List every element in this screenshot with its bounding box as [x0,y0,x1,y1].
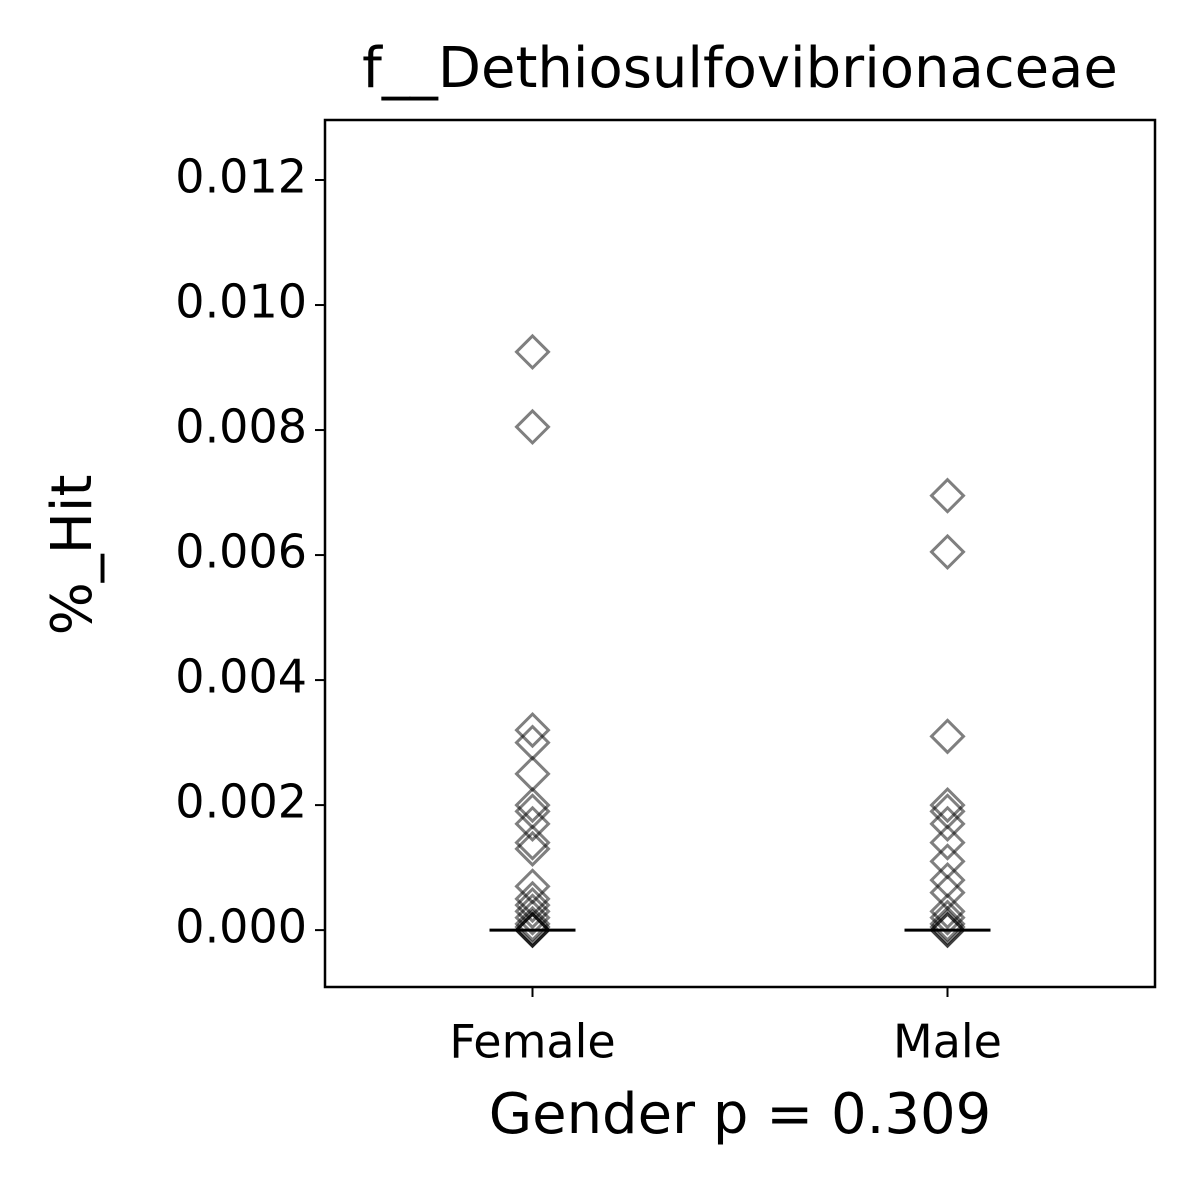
data-point [514,905,551,942]
x-axis-label: Gender p = 0.309 [489,1082,992,1147]
y-tick-label: 0.006 [175,525,307,579]
data-point [929,905,966,942]
data-point [929,911,966,949]
y-tick-label: 0.002 [175,775,307,829]
data-point [514,899,551,936]
data-point [514,408,551,446]
data-point [514,911,551,949]
data-point [929,805,966,842]
data-point [929,908,966,946]
data-point [514,824,551,861]
x-tick-label: Male [893,1015,1002,1069]
data-point [514,893,551,930]
data-point [514,908,551,946]
y-tick-label: 0.010 [175,275,307,329]
y-tick-label: 0.000 [175,900,307,954]
y-tick-label: 0.004 [175,650,307,704]
data-point [929,899,966,936]
data-point [929,786,966,824]
data-point [929,477,966,514]
plot-frame [323,118,1157,989]
data-point [514,711,551,749]
y-axis-label: %_Hit [40,475,105,636]
data-point [514,333,551,371]
y-tick-label: 0.008 [175,400,307,454]
data-point [514,805,551,842]
y-tick-label: 0.012 [175,150,307,204]
chart-title: f__Dethiosulfovibrionaceae [362,36,1118,101]
data-point [929,533,966,571]
data-point [514,786,551,824]
data-point [514,886,551,924]
data-point [929,718,966,755]
x-tick-label: Female [449,1015,615,1069]
data-point [929,893,966,930]
data-point [929,824,966,861]
data-point [514,830,551,867]
